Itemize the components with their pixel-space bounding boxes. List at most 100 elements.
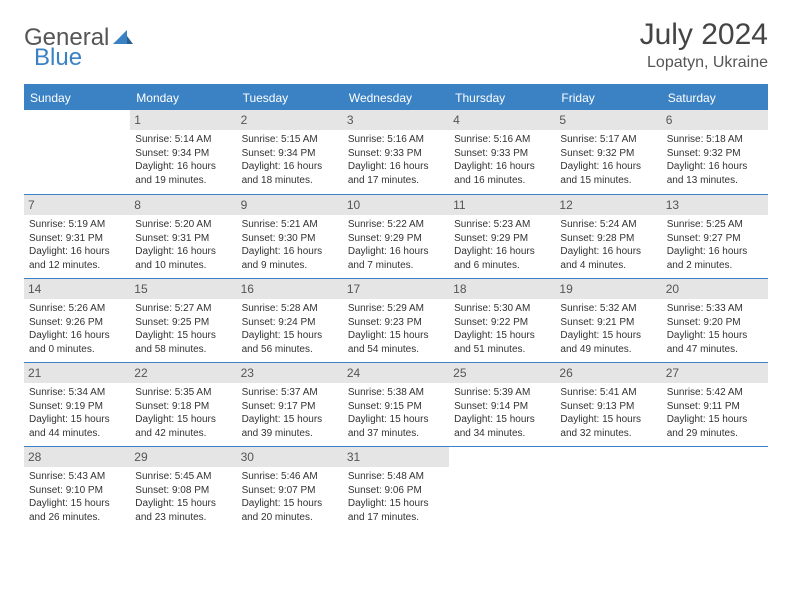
sunset-text: Sunset: 9:27 PM bbox=[667, 232, 763, 246]
daylight-text: Daylight: 15 hours and 47 minutes. bbox=[667, 329, 763, 356]
day-number: 11 bbox=[449, 195, 555, 215]
day-cell: 25Sunrise: 5:39 AMSunset: 9:14 PMDayligh… bbox=[449, 362, 555, 446]
sunset-text: Sunset: 9:22 PM bbox=[454, 316, 550, 330]
daylight-text: Daylight: 15 hours and 54 minutes. bbox=[348, 329, 444, 356]
day-cell: 18 Sunrise: 5:30 AMSunset: 9:22 PMDayligh… bbox=[449, 278, 555, 362]
sunrise-text: Sunrise: 5:33 AM bbox=[667, 302, 763, 316]
day-cell: 21Sunrise: 5:34 AMSunset: 9:19 PMDayligh… bbox=[24, 362, 130, 446]
sunrise-text: Sunrise: 5:27 AM bbox=[135, 302, 231, 316]
sunrise-text: Sunrise: 5:19 AM bbox=[29, 218, 125, 232]
day-cell: 29Sunrise: 5:45 AMSunset: 9:08 PMDayligh… bbox=[130, 446, 236, 530]
sunset-text: Sunset: 9:31 PM bbox=[29, 232, 125, 246]
day-cell: 11Sunrise: 5:23 AMSunset: 9:29 PMDayligh… bbox=[449, 194, 555, 278]
daylight-text: Daylight: 15 hours and 58 minutes. bbox=[135, 329, 231, 356]
daylight-text: Daylight: 15 hours and 44 minutes. bbox=[29, 413, 125, 440]
daylight-text: Daylight: 15 hours and 51 minutes. bbox=[454, 329, 550, 356]
day-cell: 28Sunrise: 5:43 AMSunset: 9:10 PMDayligh… bbox=[24, 446, 130, 530]
daylight-text: Daylight: 16 hours and 18 minutes. bbox=[242, 160, 338, 187]
logo-text-blue: Blue bbox=[34, 44, 82, 72]
sunset-text: Sunset: 9:19 PM bbox=[29, 400, 125, 414]
location: Lopatyn, Ukraine bbox=[640, 54, 768, 72]
dow-header: Monday bbox=[130, 86, 236, 110]
dow-header: Saturday bbox=[662, 86, 768, 110]
daylight-text: Daylight: 16 hours and 10 minutes. bbox=[135, 245, 231, 272]
daylight-text: Daylight: 16 hours and 2 minutes. bbox=[667, 245, 763, 272]
day-cell: 6Sunrise: 5:18 AMSunset: 9:32 PMDaylight… bbox=[662, 110, 768, 194]
sunrise-text: Sunrise: 5:14 AM bbox=[135, 133, 231, 147]
day-cell: 12Sunrise: 5:24 AMSunset: 9:28 PMDayligh… bbox=[555, 194, 661, 278]
sunrise-text: Sunrise: 5:43 AM bbox=[29, 470, 125, 484]
day-cell: 15Sunrise: 5:27 AMSunset: 9:25 PMDayligh… bbox=[130, 278, 236, 362]
sunrise-text: Sunrise: 5:15 AM bbox=[242, 133, 338, 147]
day-cell: 27 Sunrise: 5:42 AMSunset: 9:11 PMDayligh… bbox=[662, 362, 768, 446]
daylight-text: Daylight: 16 hours and 16 minutes. bbox=[454, 160, 550, 187]
sunrise-text: Sunrise: 5:35 AM bbox=[135, 386, 231, 400]
sunrise-text: Sunrise: 5:20 AM bbox=[135, 218, 231, 232]
sunset-text: Sunset: 9:23 PM bbox=[348, 316, 444, 330]
sunset-text: Sunset: 9:08 PM bbox=[135, 484, 231, 498]
sunrise-text: Sunrise: 5:30 AM bbox=[454, 302, 550, 316]
sunset-text: Sunset: 9:33 PM bbox=[454, 147, 550, 161]
day-cell: 5Sunrise: 5:17 AMSunset: 9:32 PMDaylight… bbox=[555, 110, 661, 194]
sunrise-text: Sunrise: 5:39 AM bbox=[454, 386, 550, 400]
sunset-text: Sunset: 9:29 PM bbox=[454, 232, 550, 246]
day-cell: 17Sunrise: 5:29 AMSunset: 9:23 PMDayligh… bbox=[343, 278, 449, 362]
day-cell: 4 Sunrise: 5:16 AMSunset: 9:33 PMDaylight… bbox=[449, 110, 555, 194]
daylight-text: Daylight: 15 hours and 20 minutes. bbox=[242, 497, 338, 524]
day-cell: 7Sunrise: 5:19 AMSunset: 9:31 PMDaylight… bbox=[24, 194, 130, 278]
sunset-text: Sunset: 9:29 PM bbox=[348, 232, 444, 246]
day-number: 17 bbox=[343, 279, 449, 299]
sunrise-text: Sunrise: 5:22 AM bbox=[348, 218, 444, 232]
day-cell: 13Sunrise: 5:25 AMSunset: 9:27 PMDayligh… bbox=[662, 194, 768, 278]
sunset-text: Sunset: 9:18 PM bbox=[135, 400, 231, 414]
day-number: 31 bbox=[343, 447, 449, 467]
sunset-text: Sunset: 9:21 PM bbox=[560, 316, 656, 330]
day-cell: 23Sunrise: 5:37 AMSunset: 9:17 PMDayligh… bbox=[237, 362, 343, 446]
dow-header: Tuesday bbox=[237, 86, 343, 110]
day-number: 23 bbox=[237, 363, 343, 383]
sunrise-text: Sunrise: 5:16 AM bbox=[348, 133, 444, 147]
day-cell: 9Sunrise: 5:21 AMSunset: 9:30 PMDaylight… bbox=[237, 194, 343, 278]
daylight-text: Daylight: 15 hours and 49 minutes. bbox=[560, 329, 656, 356]
sunrise-text: Sunrise: 5:48 AM bbox=[348, 470, 444, 484]
dow-header: Sunday bbox=[24, 86, 130, 110]
day-cell: 26Sunrise: 5:41 AMSunset: 9:13 PMDayligh… bbox=[555, 362, 661, 446]
daylight-text: Daylight: 15 hours and 17 minutes. bbox=[348, 497, 444, 524]
daylight-text: Daylight: 16 hours and 19 minutes. bbox=[135, 160, 231, 187]
sunset-text: Sunset: 9:26 PM bbox=[29, 316, 125, 330]
sunset-text: Sunset: 9:24 PM bbox=[242, 316, 338, 330]
sunrise-text: Sunrise: 5:16 AM bbox=[454, 133, 550, 147]
daylight-text: Daylight: 16 hours and 4 minutes. bbox=[560, 245, 656, 272]
logo-mark-icon bbox=[113, 28, 133, 49]
day-cell bbox=[24, 110, 130, 194]
day-number: 18 bbox=[449, 279, 555, 299]
day-cell: 19Sunrise: 5:32 AMSunset: 9:21 PMDayligh… bbox=[555, 278, 661, 362]
sunrise-text: Sunrise: 5:24 AM bbox=[560, 218, 656, 232]
day-number: 1 bbox=[130, 110, 236, 130]
daylight-text: Daylight: 16 hours and 17 minutes. bbox=[348, 160, 444, 187]
day-number: 26 bbox=[555, 363, 661, 383]
sunrise-text: Sunrise: 5:18 AM bbox=[667, 133, 763, 147]
daylight-text: Daylight: 15 hours and 29 minutes. bbox=[667, 413, 763, 440]
day-number: 22 bbox=[130, 363, 236, 383]
day-number: 14 bbox=[24, 279, 130, 299]
day-number: 12 bbox=[555, 195, 661, 215]
sunrise-text: Sunrise: 5:46 AM bbox=[242, 470, 338, 484]
sunset-text: Sunset: 9:11 PM bbox=[667, 400, 763, 414]
sunrise-text: Sunrise: 5:42 AM bbox=[667, 386, 763, 400]
day-number: 4 bbox=[449, 110, 555, 130]
day-number: 5 bbox=[555, 110, 661, 130]
day-cell: 22Sunrise: 5:35 AMSunset: 9:18 PMDayligh… bbox=[130, 362, 236, 446]
dow-header: Friday bbox=[555, 86, 661, 110]
day-cell: 16Sunrise: 5:28 AMSunset: 9:24 PMDayligh… bbox=[237, 278, 343, 362]
sunset-text: Sunset: 9:33 PM bbox=[348, 147, 444, 161]
dow-header: Thursday bbox=[449, 86, 555, 110]
day-cell bbox=[662, 446, 768, 530]
day-cell: 14Sunrise: 5:26 AMSunset: 9:26 PMDayligh… bbox=[24, 278, 130, 362]
day-number: 27 bbox=[662, 363, 768, 383]
sunset-text: Sunset: 9:17 PM bbox=[242, 400, 338, 414]
sunrise-text: Sunrise: 5:45 AM bbox=[135, 470, 231, 484]
sunset-text: Sunset: 9:15 PM bbox=[348, 400, 444, 414]
day-number: 10 bbox=[343, 195, 449, 215]
daylight-text: Daylight: 16 hours and 12 minutes. bbox=[29, 245, 125, 272]
